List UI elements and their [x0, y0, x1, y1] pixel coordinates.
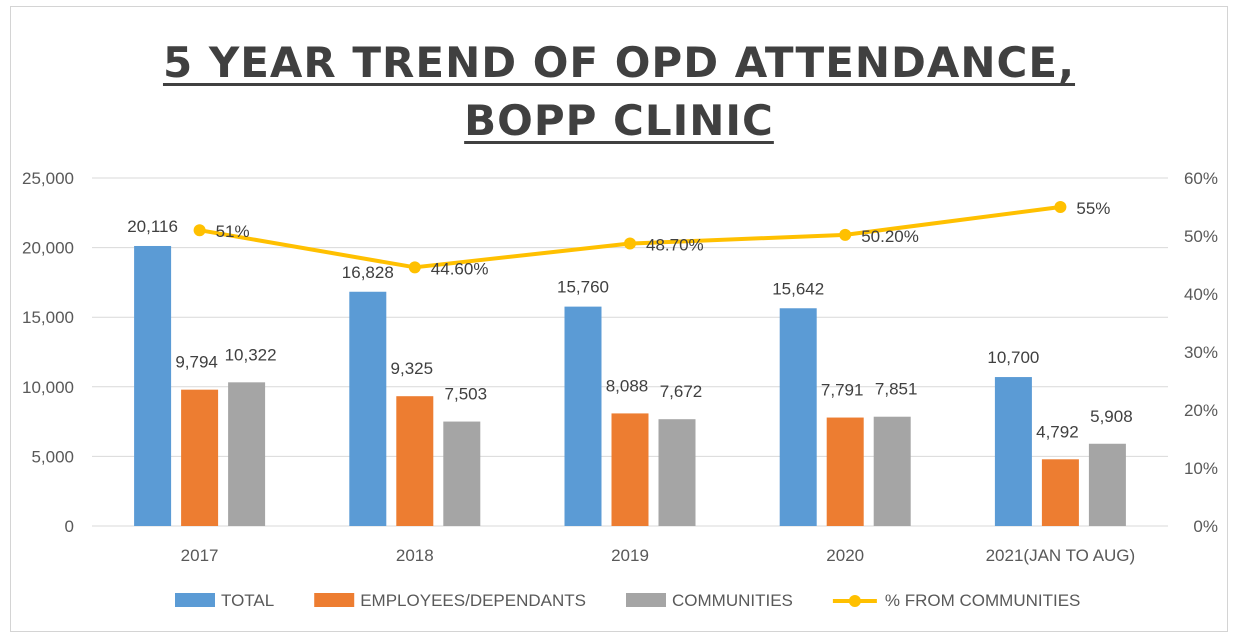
- chart-frame: [10, 6, 1228, 632]
- y2-tick-label: 60%: [1184, 169, 1218, 188]
- bar-communities: [873, 416, 911, 526]
- line-point: [1054, 201, 1067, 213]
- line-data-label: 48.70%: [646, 236, 704, 255]
- y2-tick-label: 40%: [1184, 285, 1218, 304]
- bar-communities: [658, 419, 696, 526]
- line-data-label: 50.20%: [861, 227, 919, 246]
- chart-title-line2: BOPP CLINIC: [464, 96, 774, 145]
- x-tick-label: 2020: [826, 546, 864, 565]
- bar-data-label: 4,792: [1036, 422, 1079, 441]
- bar-employees-dependants: [1041, 459, 1079, 526]
- bar-data-label: 16,828: [342, 263, 394, 282]
- legend-label: COMMUNITIES: [672, 591, 793, 610]
- bar-employees-dependants: [396, 396, 434, 526]
- y2-tick-label: 0%: [1193, 517, 1218, 536]
- bar-data-label: 10,700: [987, 348, 1039, 367]
- bar-data-label: 5,908: [1090, 407, 1133, 426]
- bar-employees-dependants: [826, 417, 864, 526]
- legend-swatch: [626, 593, 666, 607]
- legend-line-marker: [848, 595, 861, 607]
- bar-total: [564, 306, 602, 526]
- bar-total: [349, 291, 387, 526]
- x-tick-label: 2017: [181, 546, 219, 565]
- bar-total: [994, 377, 1032, 526]
- y-tick-label: 15,000: [22, 308, 74, 327]
- legend-label: TOTAL: [221, 591, 274, 610]
- legend-label: EMPLOYEES/DEPENDANTS: [360, 591, 586, 610]
- y2-tick-label: 50%: [1184, 227, 1218, 246]
- bar-employees-dependants: [181, 389, 219, 526]
- line-data-label: 44.60%: [431, 259, 489, 278]
- chart-title-line1: 5 YEAR TREND OF OPD ATTENDANCE,: [162, 38, 1076, 87]
- line-point: [839, 228, 852, 241]
- bar-employees-dependants: [611, 413, 649, 526]
- bar-communities: [1088, 443, 1126, 526]
- chart-title: 5 YEAR TREND OF OPD ATTENDANCE, BOPP CLI…: [0, 34, 1238, 150]
- y-tick-label: 20,000: [22, 239, 74, 258]
- bar-data-label: 20,116: [127, 217, 178, 236]
- legend-swatch: [314, 593, 355, 607]
- x-tick-label: 2018: [396, 546, 434, 565]
- y2-tick-label: 10%: [1184, 459, 1218, 478]
- bar-data-label: 10,322: [225, 345, 277, 364]
- y-tick-label: 0: [65, 517, 74, 536]
- legend-swatch: [175, 593, 215, 607]
- line-point: [193, 224, 206, 237]
- bar-data-label: 8,088: [606, 376, 649, 395]
- x-tick-label: 2021(JAN TO AUG): [986, 546, 1136, 565]
- line-point: [408, 261, 421, 274]
- bar-data-label: 7,672: [660, 382, 703, 401]
- bar-data-label: 7,851: [875, 380, 918, 399]
- line-data-label: 51%: [216, 222, 250, 241]
- bar-data-label: 15,760: [557, 278, 609, 297]
- bar-communities: [443, 421, 481, 526]
- line-data-label: 55%: [1076, 199, 1110, 218]
- bar-communities: [228, 382, 266, 526]
- bar-data-label: 7,503: [445, 385, 488, 404]
- y-tick-label: 10,000: [22, 378, 74, 397]
- bar-data-label: 7,791: [821, 381, 864, 400]
- bar-total: [134, 245, 172, 526]
- legend-label: % FROM COMMUNITIES: [885, 591, 1081, 610]
- y-tick-label: 25,000: [22, 169, 74, 188]
- bar-data-label: 9,325: [391, 359, 434, 378]
- y-tick-label: 5,000: [31, 447, 74, 466]
- bar-data-label: 9,794: [175, 353, 218, 372]
- bar-total: [779, 308, 817, 526]
- y2-tick-label: 30%: [1184, 343, 1218, 362]
- y2-tick-label: 20%: [1184, 401, 1218, 420]
- bar-data-label: 15,642: [772, 279, 824, 298]
- x-tick-label: 2019: [611, 546, 649, 565]
- line-pct-from-communities: [199, 205, 1061, 270]
- line-point: [624, 237, 636, 250]
